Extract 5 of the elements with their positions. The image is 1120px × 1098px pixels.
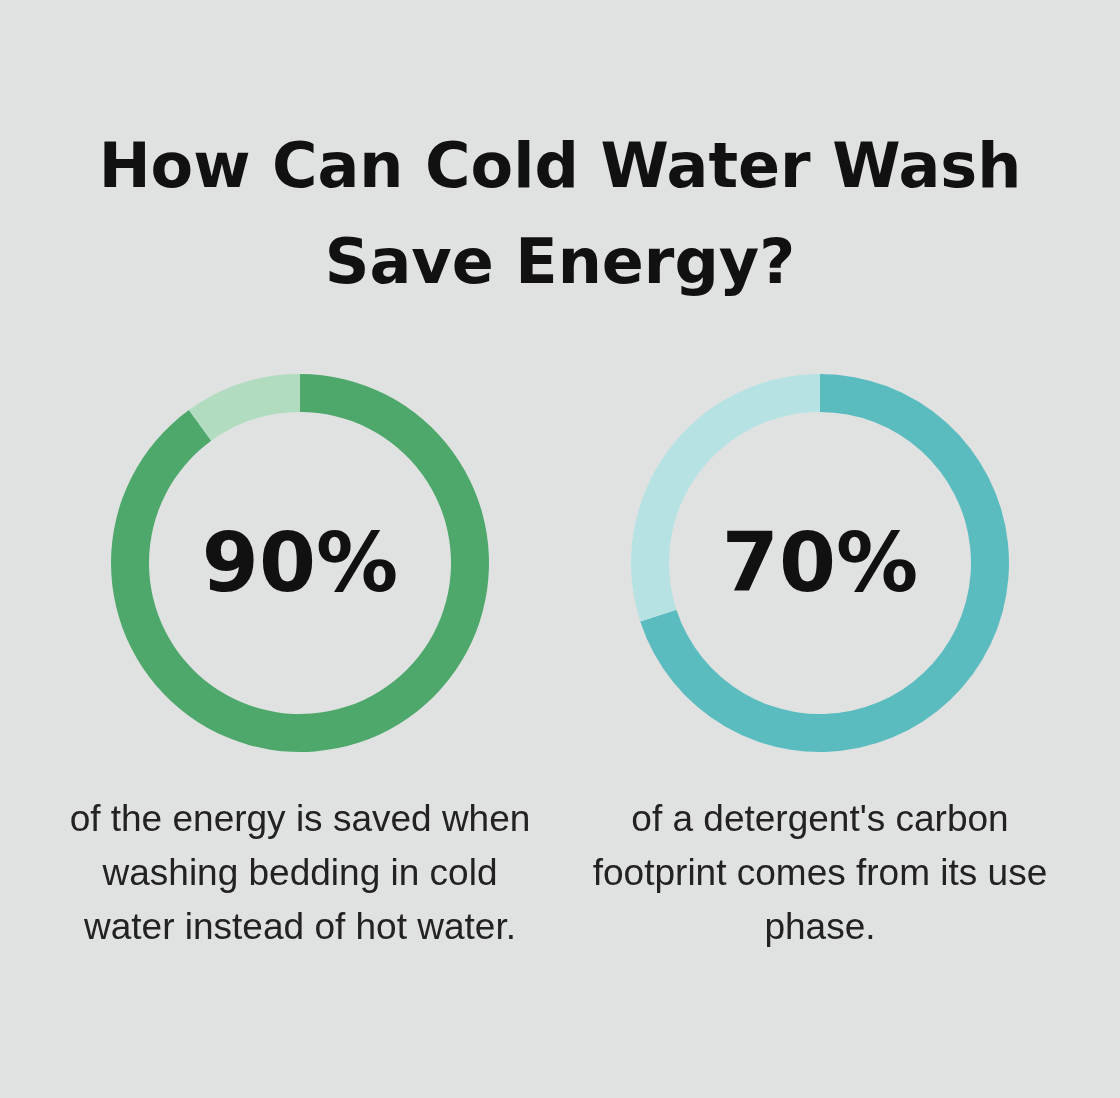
chart-title: How Can Cold Water Wash Save Energy? bbox=[97, 128, 1023, 300]
text: 70% bbox=[720, 515, 920, 610]
text: 90% bbox=[200, 515, 400, 610]
text: of a detergent's carbon footprint comes from its use phase. bbox=[591, 797, 1049, 949]
text: of the energy is saved when washing bedding in cold water instead of hot water. bbox=[68, 797, 532, 949]
